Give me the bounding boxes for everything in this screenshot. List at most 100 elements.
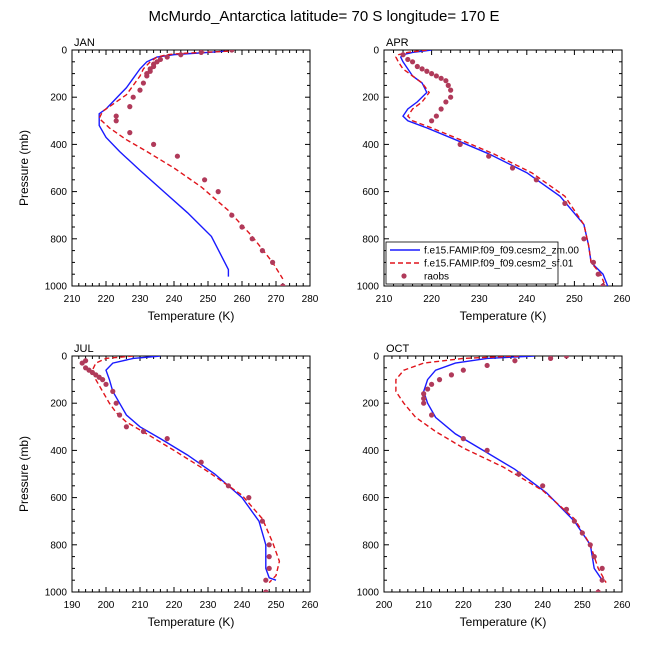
raobs-point	[429, 118, 435, 124]
x-tick-label: 250	[268, 600, 285, 611]
raobs-point	[448, 372, 455, 378]
legend-label: f.e15.FAMIP.f09_f09.cesm2_sf.01	[424, 259, 574, 270]
raobs-point	[113, 118, 119, 124]
y-tick-label: 800	[50, 234, 67, 245]
y-tick-label: 600	[50, 187, 67, 198]
raobs-point	[263, 577, 269, 583]
raobs-point	[443, 99, 449, 105]
y-tick-label: 200	[50, 93, 67, 104]
y-tick-label: 400	[362, 140, 379, 151]
x-axis-label: Temperature (K)	[148, 309, 235, 323]
raobs-point	[563, 506, 570, 512]
x-tick-label: 250	[566, 294, 583, 305]
raobs-point	[164, 54, 170, 60]
raobs-point	[405, 56, 411, 63]
raobs-point	[460, 436, 466, 442]
x-tick-label: 190	[64, 600, 81, 611]
x-axis-label: Temperature (K)	[148, 615, 235, 629]
raobs-point	[436, 377, 443, 383]
raobs-point	[174, 153, 180, 159]
raobs-point	[266, 565, 272, 572]
raobs-point	[581, 236, 587, 242]
raobs-point	[229, 212, 235, 218]
y-tick-label: 1000	[357, 282, 380, 293]
x-axis-label: Temperature (K)	[460, 309, 547, 323]
raobs-point	[239, 224, 245, 230]
raobs-point	[100, 377, 106, 383]
y-tick-label: 600	[362, 493, 379, 504]
panel-label: JAN	[74, 37, 95, 49]
x-tick-label: 260	[614, 600, 631, 611]
raobs-point	[140, 80, 146, 86]
y-tick-label: 800	[362, 540, 379, 551]
raobs-point	[595, 271, 601, 277]
raobs-point	[443, 78, 449, 84]
raobs-point	[591, 554, 597, 560]
raobs-point	[263, 589, 269, 592]
raobs-point	[249, 236, 255, 242]
x-tick-label: 280	[302, 294, 319, 305]
raobs-point	[433, 113, 439, 119]
raobs-point	[198, 50, 204, 55]
y-tick-label: 400	[362, 446, 379, 457]
panel-label: OCT	[386, 343, 410, 355]
legend-label: f.e15.FAMIP.f09_f09.cesm2_zm.00	[424, 246, 579, 257]
raobs-point	[266, 554, 272, 560]
raobs-point	[215, 189, 221, 195]
raobs-point	[79, 360, 85, 366]
raobs-point	[164, 436, 170, 442]
raobs-point	[421, 391, 427, 397]
raobs-point	[113, 113, 119, 119]
raobs-point	[259, 248, 265, 254]
x-tick-label: 250	[200, 294, 217, 305]
raobs-point	[202, 177, 208, 183]
raobs-point	[117, 412, 123, 418]
raobs-point	[424, 68, 430, 74]
y-tick-label: 0	[373, 46, 379, 57]
raobs-point	[229, 50, 235, 53]
data-layer	[98, 50, 286, 286]
raobs-point	[484, 362, 490, 369]
x-tick-label: 230	[132, 294, 149, 305]
data-layer	[395, 50, 609, 286]
raobs-point	[599, 565, 605, 572]
panel-oct: 200 210 220 230 240 250 260 0 200 400 600 800 1000 OC…	[357, 343, 631, 629]
raobs-point	[562, 200, 568, 206]
raobs-point	[103, 381, 109, 387]
raobs-point	[198, 459, 204, 465]
panel-label: JUL	[74, 343, 94, 355]
raobs-point	[590, 259, 597, 265]
raobs-point	[113, 400, 119, 406]
raobs-point	[484, 447, 490, 453]
raobs-point	[137, 87, 143, 93]
y-tick-label: 1000	[45, 282, 68, 293]
x-tick-label: 240	[534, 600, 551, 611]
raobs-point	[140, 428, 146, 435]
raobs-point	[445, 82, 451, 88]
raobs-point	[421, 400, 427, 406]
raobs-point	[448, 94, 454, 100]
raobs-point	[429, 381, 435, 387]
figure-title: McMurdo_Antarctica latitude= 70 S longit…	[148, 8, 500, 25]
plot-frame	[71, 49, 311, 287]
raobs-point	[266, 542, 272, 548]
raobs-point	[433, 73, 439, 79]
y-tick-label: 0	[373, 352, 379, 363]
raobs-point	[509, 165, 516, 171]
raobs-point	[414, 63, 420, 70]
raobs-point	[225, 483, 231, 489]
raobs-point	[457, 141, 463, 147]
legend: f.e15.FAMIP.f09_f09.cesm2_zm.00 f.e15.FAM…	[385, 241, 579, 285]
x-tick-label: 260	[302, 600, 319, 611]
panel-jul: 190 200 210 220 230 240 250 260 0 200 400 600 800 100…	[17, 343, 319, 629]
x-tick-label: 240	[166, 294, 183, 305]
raobs-point	[144, 73, 150, 79]
x-tick-label: 210	[64, 294, 81, 305]
x-tick-label: 220	[455, 600, 472, 611]
series-line-sf	[91, 356, 281, 584]
x-tick-label: 270	[268, 294, 285, 305]
raobs-point	[429, 71, 435, 77]
raobs-point	[246, 495, 252, 501]
x-tick-label: 200	[376, 600, 393, 611]
